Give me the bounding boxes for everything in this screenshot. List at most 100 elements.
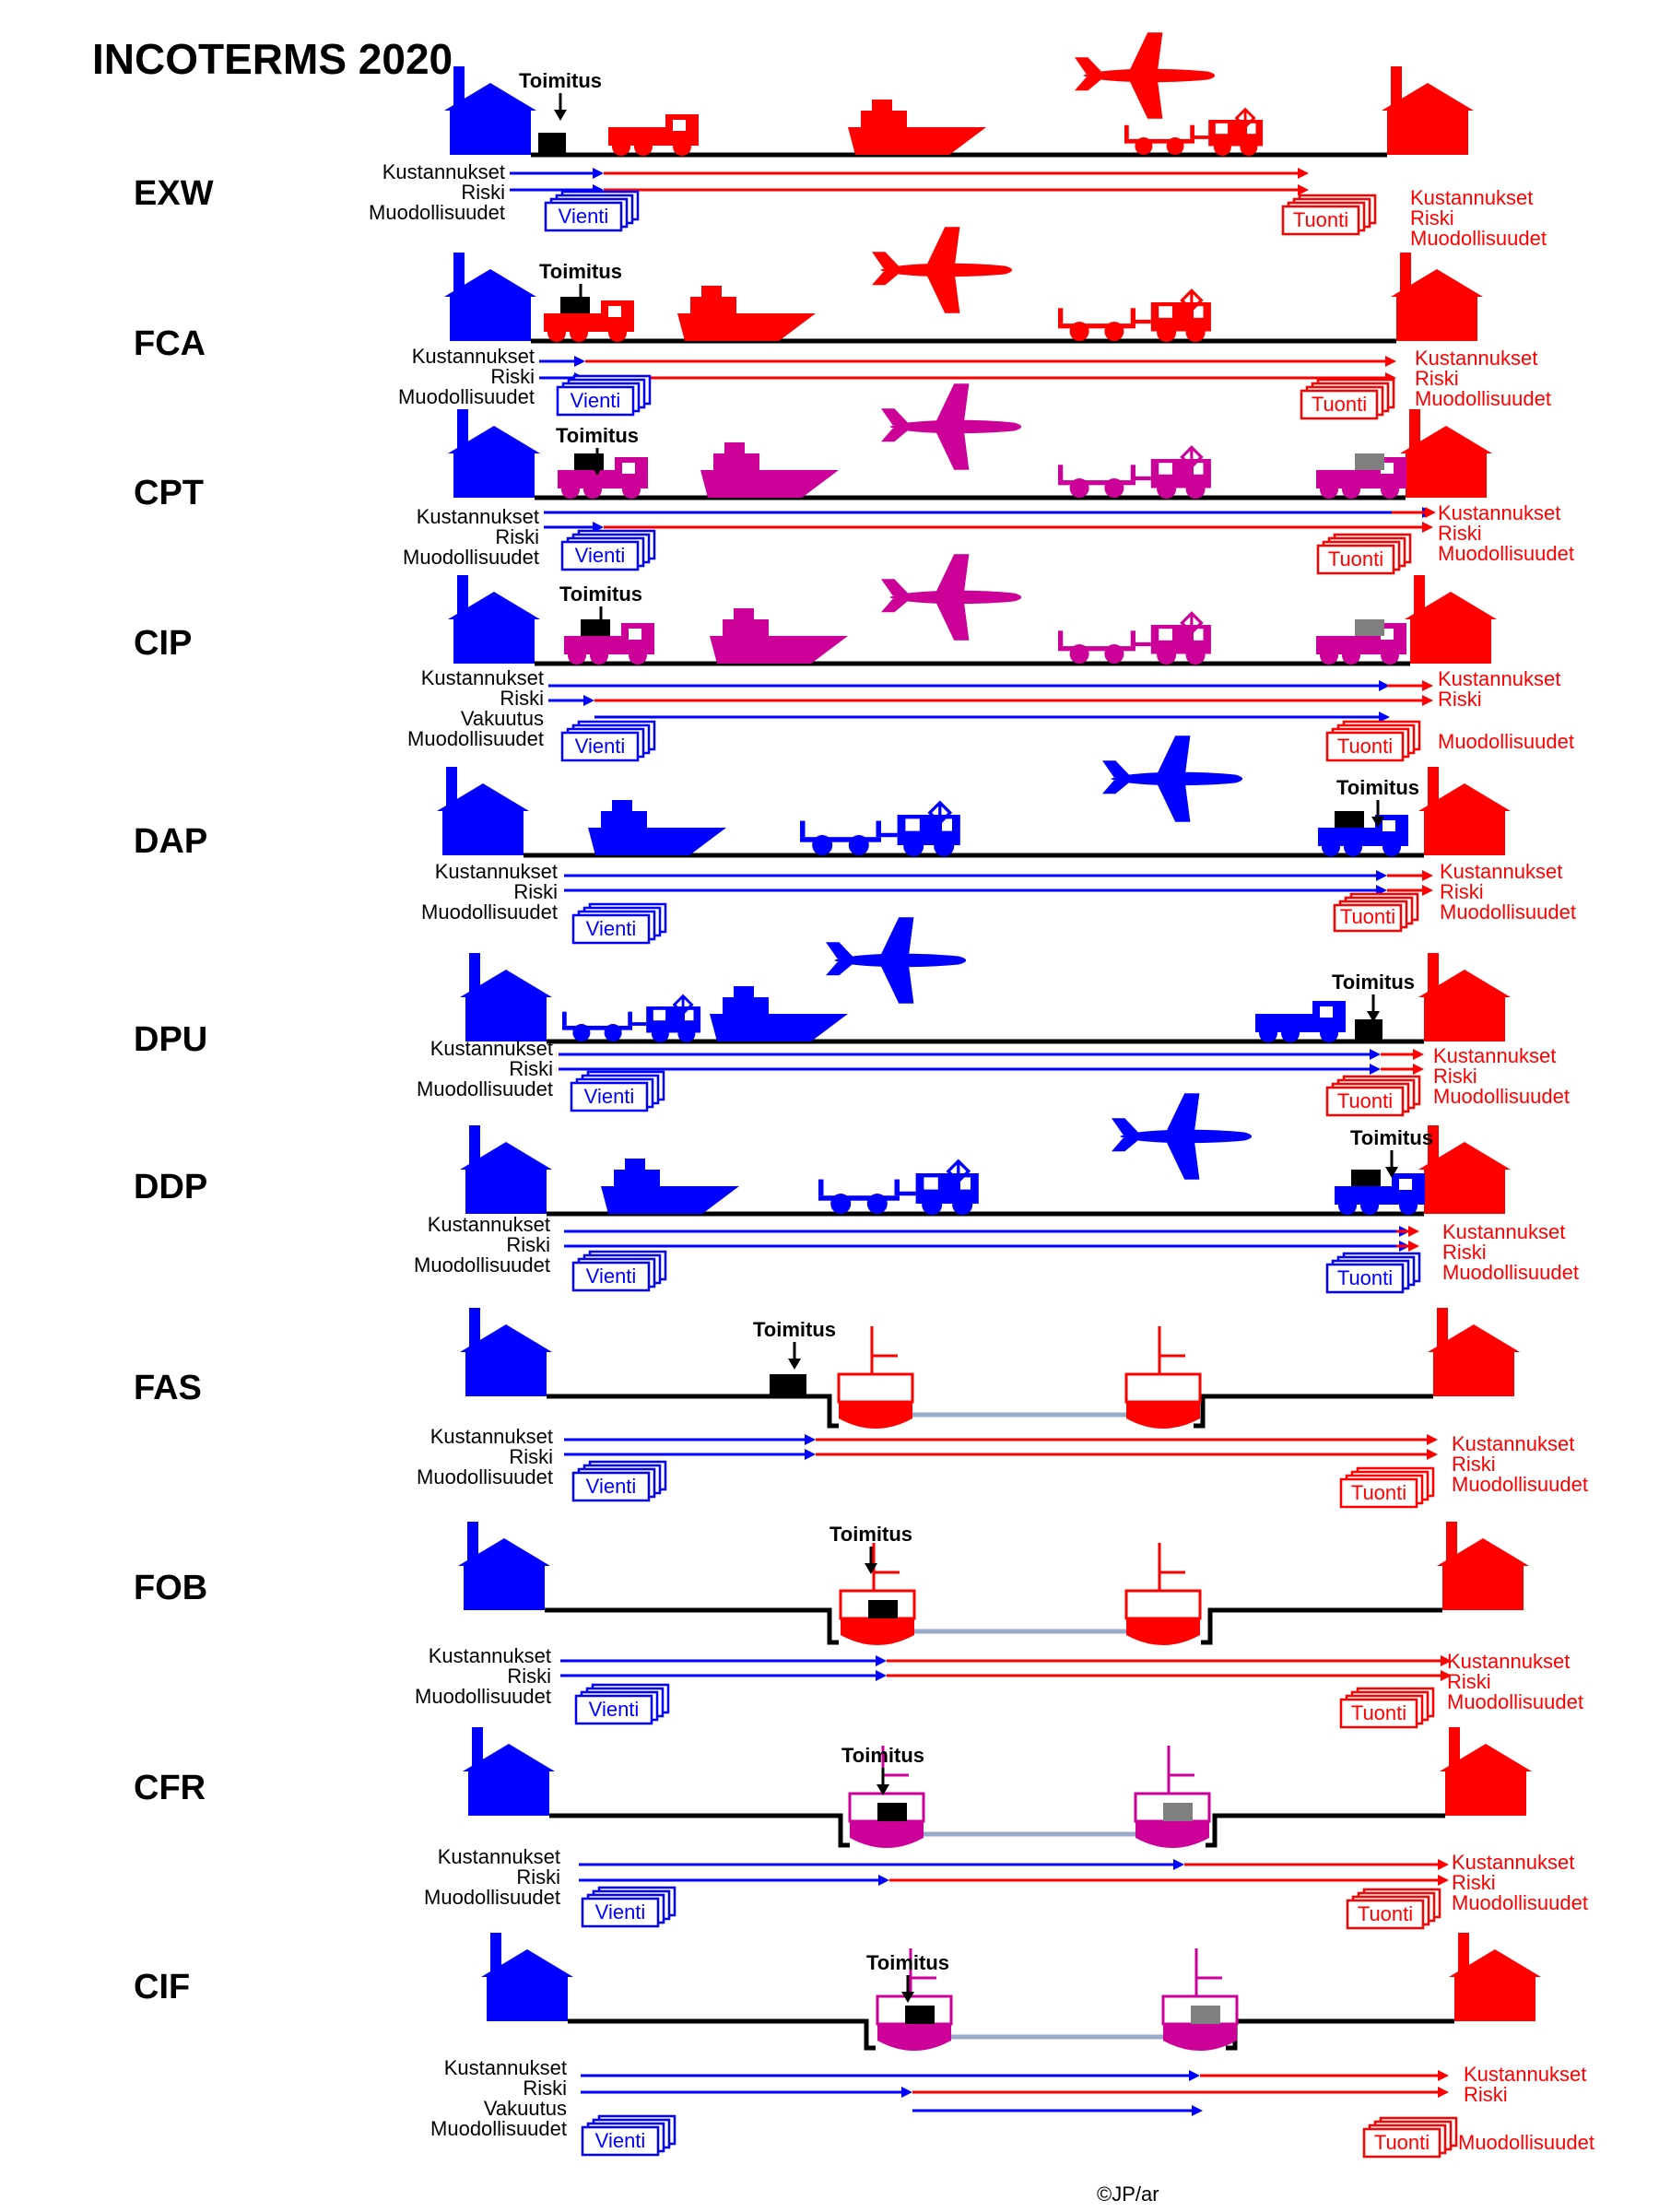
- label-risk: Riski: [509, 1057, 553, 1080]
- wheel-icon: [1320, 1024, 1338, 1042]
- delivery-label: Toimitus: [830, 1523, 912, 1546]
- ship-icon: [601, 1159, 739, 1214]
- cargo-box: [1191, 2006, 1220, 2024]
- chimney: [457, 575, 468, 616]
- tail-fin: [872, 252, 900, 269]
- import-docs: Tuonti: [1325, 1075, 1421, 1117]
- arrow-head: [876, 1670, 887, 1681]
- wagon-end: [1130, 630, 1135, 647]
- buyer-label-risk: Riski: [1464, 2083, 1508, 2106]
- arrow-head: [574, 356, 585, 367]
- quay-left: [568, 2018, 876, 2051]
- wheel-icon: [866, 1194, 888, 1214]
- chimney: [1414, 575, 1425, 616]
- wheel-icon: [651, 1024, 669, 1042]
- pantograph-icon: [672, 994, 694, 1016]
- export-docs: Vienti: [571, 1250, 667, 1292]
- arrow-head: [1427, 1434, 1438, 1445]
- arrow-head: [1441, 1655, 1452, 1666]
- label-formalities: Muodollisuudet: [398, 385, 535, 408]
- loco-window: [1194, 306, 1204, 318]
- export-docs: Vienti: [581, 2114, 677, 2157]
- cargo-box: [1355, 453, 1384, 470]
- doc-sheet: [1362, 2127, 1441, 2159]
- loco-window: [1247, 123, 1256, 135]
- doc-sheet: [1281, 205, 1360, 236]
- buyer-house: [1382, 66, 1474, 155]
- tail-fin: [881, 598, 910, 613]
- wheel-icon: [1240, 137, 1258, 156]
- arrow-head: [1425, 507, 1436, 518]
- truck-icon: [1316, 619, 1406, 665]
- buyer-house: [1428, 1308, 1520, 1396]
- seller-house: [460, 1125, 552, 1214]
- buyer-label-formalities: Muodollisuudet: [1447, 1690, 1583, 1713]
- arrow-head: [1438, 2070, 1449, 2081]
- arrow-head: [1370, 1064, 1381, 1075]
- seller-house: [448, 409, 540, 498]
- loco-window: [685, 1009, 694, 1021]
- tail-fin: [881, 579, 910, 596]
- vessel-hull: [1135, 1821, 1209, 1848]
- house-body: [460, 970, 552, 1041]
- ship-bridge: [734, 986, 754, 997]
- arrow-head: [1438, 2087, 1449, 2098]
- label-risk: Riski: [490, 365, 535, 388]
- chimney: [469, 1125, 480, 1166]
- import-docs: Tuonti: [1325, 1252, 1421, 1294]
- chimney: [472, 1727, 483, 1768]
- wing-bottom: [1166, 1141, 1200, 1180]
- import-docs: Tuonti: [1339, 1687, 1435, 1729]
- label-formalities: Muodollisuudet: [407, 727, 544, 750]
- truck-window: [629, 629, 641, 640]
- doc-sheet: [544, 201, 623, 232]
- delivery-label: Toimitus: [556, 424, 639, 447]
- label-costs: Kustannukset: [417, 505, 539, 528]
- buyer-label-risk: Riski: [1452, 1453, 1496, 1476]
- plane-icon: [826, 917, 967, 1004]
- export-docs: Vienti: [574, 1683, 670, 1725]
- export-docs: Vienti: [571, 902, 667, 945]
- wheel-icon: [1382, 838, 1401, 856]
- ship-deck: [601, 811, 647, 828]
- buyer-label-formalities: Muodollisuudet: [1440, 900, 1576, 924]
- vessel-hold: [837, 1372, 914, 1404]
- label-costs: Kustannukset: [421, 666, 544, 689]
- tail-fin: [826, 942, 854, 959]
- delivery-arrow-head: [554, 110, 567, 121]
- delivery-arrow-head: [1367, 1011, 1380, 1022]
- wagon-end: [562, 1011, 567, 1026]
- arrow-head: [1438, 1859, 1449, 1870]
- loco-window: [1159, 629, 1172, 641]
- arrow-head: [1173, 1859, 1184, 1870]
- pantograph-icon: [927, 800, 953, 826]
- loco-window: [924, 1177, 938, 1190]
- truck-icon: [1255, 1001, 1346, 1042]
- wagon-frame: [1058, 480, 1135, 486]
- arrow-head: [1422, 870, 1433, 881]
- ship-bridge: [724, 442, 745, 453]
- train-icon: [562, 994, 701, 1042]
- buyer-label-risk: Riski: [1438, 522, 1482, 545]
- wheel-icon: [629, 646, 647, 665]
- wagon-frame: [800, 837, 881, 842]
- term-code: FAS: [134, 1369, 202, 1407]
- export-docs-label: Vienti: [575, 544, 626, 567]
- house-body: [1428, 1324, 1520, 1396]
- buyer-label-costs: Kustannukset: [1410, 186, 1533, 209]
- loco-window: [653, 1009, 666, 1021]
- wheel-icon: [1185, 479, 1206, 500]
- label-costs: Kustannukset: [430, 1425, 553, 1448]
- wing-top: [1129, 32, 1163, 71]
- export-docs-label: Vienti: [586, 1265, 637, 1288]
- tail-fin: [1075, 57, 1103, 75]
- label-costs: Kustannukset: [428, 1213, 550, 1236]
- wheel-icon: [1342, 646, 1360, 665]
- vessel-hull: [839, 1402, 912, 1429]
- export-docs: Vienti: [544, 190, 640, 232]
- tail-fin: [881, 408, 910, 426]
- wagon-end: [1130, 465, 1135, 481]
- arrow-head: [1427, 1449, 1438, 1460]
- house-body: [1418, 1142, 1511, 1214]
- label-risk: Riski: [507, 1665, 551, 1688]
